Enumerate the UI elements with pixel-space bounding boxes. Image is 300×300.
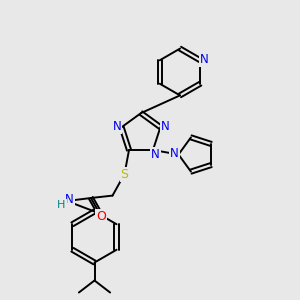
Text: N: N xyxy=(161,120,170,133)
Text: N: N xyxy=(200,53,208,66)
Text: N: N xyxy=(170,147,179,160)
Text: N: N xyxy=(151,148,160,161)
Text: N: N xyxy=(112,120,121,133)
Text: N: N xyxy=(65,193,74,206)
Text: O: O xyxy=(97,210,106,223)
Text: S: S xyxy=(121,167,128,181)
Text: H: H xyxy=(57,200,66,210)
